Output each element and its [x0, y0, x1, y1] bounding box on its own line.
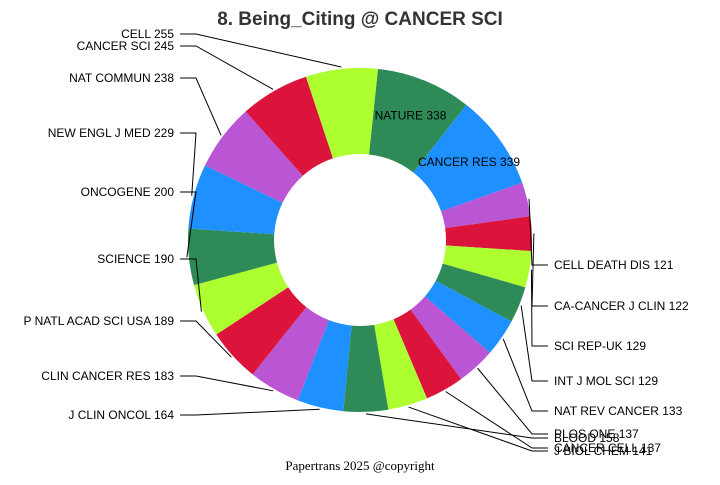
- slice-sci-rep-uk: [442, 245, 532, 288]
- slice-label-j-clin-oncol: J CLIN ONCOL 164: [68, 408, 174, 422]
- leader-line-p-natl-acad-sci-usa: [180, 320, 232, 358]
- slice-p-natl-acad-sci-usa: [216, 287, 307, 375]
- slice-label-nat-commun: NAT COMMUN 238: [69, 71, 174, 85]
- leader-line-j-clin-oncol: [180, 408, 320, 416]
- leader-line-cell: [180, 33, 342, 68]
- leader-line-science: [180, 258, 202, 312]
- leader-line-nat-rev-cancer: [502, 338, 548, 412]
- slice-j-clin-oncol: [297, 320, 352, 412]
- slice-science: [194, 262, 289, 335]
- slice-ca-cancer-j-clin: [445, 216, 532, 252]
- slice-label-cancer-sci: CANCER SCI 245: [77, 39, 175, 53]
- slice-label-int-j-mol-sci: INT J MOL SCI 129: [554, 374, 658, 388]
- slice-label-nat-rev-cancer: NAT REV CANCER 133: [554, 404, 683, 418]
- slice-clin-cancer-res: [252, 307, 329, 401]
- slice-label-sci-rep-uk: SCI REP-UK 129: [554, 339, 646, 353]
- leader-line-oncogene: [180, 191, 197, 258]
- slice-j-biol-chem: [374, 319, 428, 410]
- leader-line-nat-commun: [180, 77, 222, 136]
- leader-lines-group: [180, 33, 548, 452]
- slice-label-plos-one: PLOS ONE 137: [554, 427, 639, 441]
- slice-label-ca-cancer-j-clin: CA-CANCER J CLIN 122: [554, 299, 689, 313]
- leader-line-cancer-sci: [180, 45, 274, 90]
- footer-copyright: Papertrans 2025 @copyright: [285, 458, 435, 473]
- slice-new-engl-j-med: [188, 165, 283, 235]
- leader-line-ca-cancer-j-clin: [531, 233, 548, 307]
- slice-label-blood: BLOOD 158: [554, 431, 620, 445]
- chart-title: 8. Being_Citing @ CANCER SCI: [217, 9, 503, 30]
- slice-label-cancer-res: CANCER RES 339: [418, 155, 520, 169]
- slice-label-cell: CELL 255: [121, 27, 174, 41]
- slice-int-j-mol-sci: [435, 263, 526, 322]
- slice-label-new-engl-j-med: NEW ENGL J MED 229: [48, 126, 175, 140]
- leader-line-cell-death-dis: [528, 198, 548, 266]
- slice-cancer-sci: [245, 76, 333, 176]
- leader-line-cancer-cell: [445, 391, 548, 449]
- slice-label-oncogene: ONCOGENE 200: [81, 185, 175, 199]
- slice-label-science: SCIENCE 190: [97, 252, 174, 266]
- slice-label-clin-cancer-res: CLIN CANCER RES 183: [41, 369, 174, 383]
- leader-line-clin-cancer-res: [180, 375, 274, 392]
- slice-cell-death-dis: [441, 182, 531, 229]
- slice-nature: [368, 68, 467, 173]
- slice-cell: [305, 68, 378, 159]
- slice-label-cell-death-dis: CELL DEATH DIS 121: [554, 258, 674, 272]
- leader-line-blood: [365, 413, 548, 439]
- labels-group: NATURE 338 CANCER RES 339 CELL DEATH DIS 1…: [23, 27, 689, 458]
- slice-oncogene: [187, 228, 278, 286]
- slice-nat-rev-cancer: [424, 280, 512, 353]
- slice-blood: [343, 324, 389, 413]
- slice-label-j-biol-chem: J BIOL CHEM 141: [554, 444, 653, 458]
- slices-group: [187, 68, 532, 413]
- slice-label-cancer-cell: CANCER CELL 137: [554, 441, 661, 455]
- leader-line-new-engl-j-med: [180, 132, 197, 196]
- slice-cancer-cell: [393, 309, 462, 399]
- leader-line-j-biol-chem: [408, 406, 548, 452]
- leader-line-sci-rep-uk: [530, 269, 548, 347]
- slice-plos-one: [410, 296, 490, 380]
- leader-line-plos-one: [477, 367, 548, 435]
- slice-cancer-res: [413, 104, 523, 212]
- slice-label-p-natl-acad-sci-usa: P NATL ACAD SCI USA 189: [23, 314, 174, 328]
- slice-label-nature: NATURE 338: [375, 109, 447, 123]
- slice-nat-commun: [204, 111, 303, 203]
- leader-line-int-j-mol-sci: [520, 305, 548, 382]
